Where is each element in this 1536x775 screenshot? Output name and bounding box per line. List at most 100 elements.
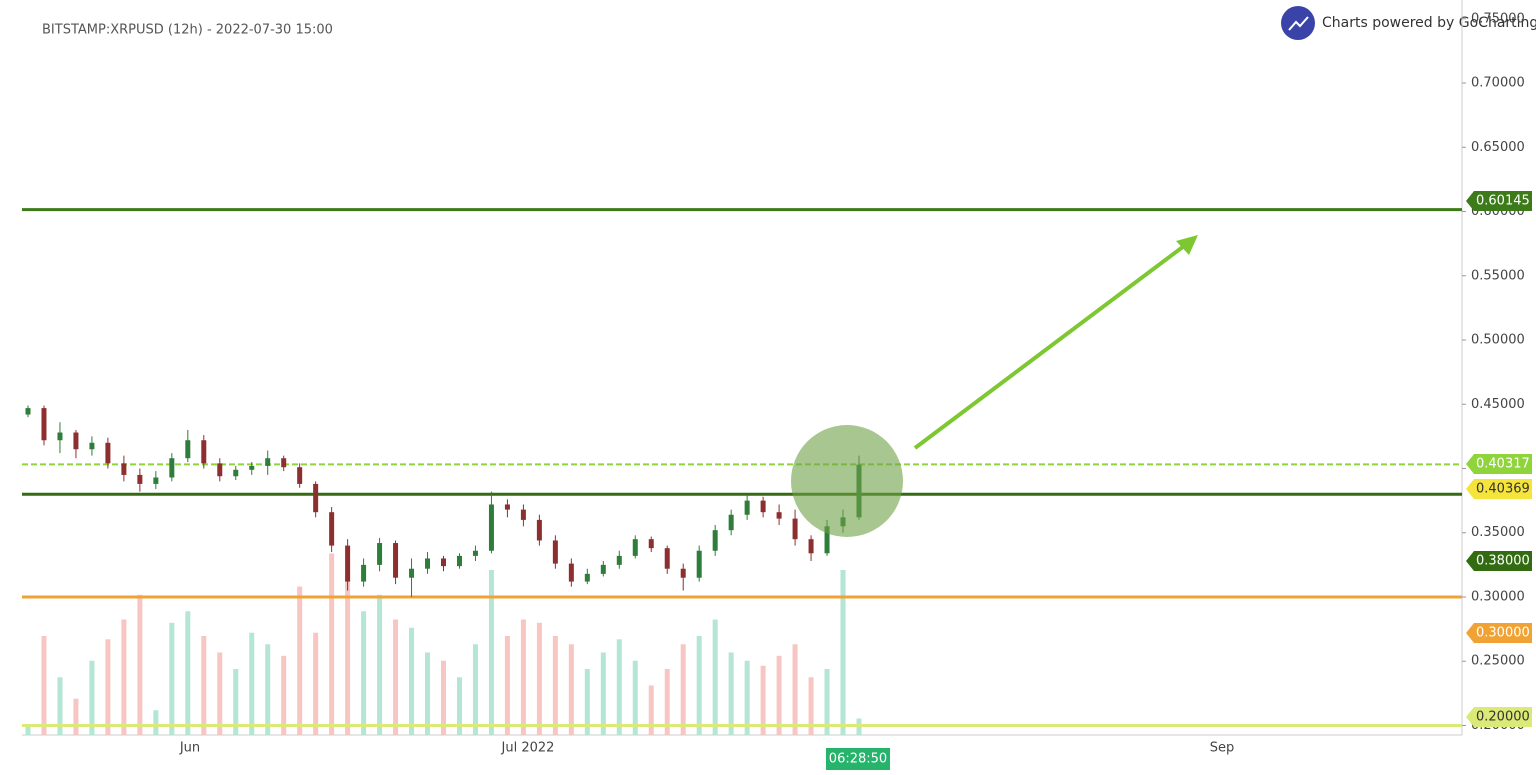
candle-body (153, 477, 159, 484)
volume-bar (73, 698, 79, 735)
volume-bar (664, 669, 670, 735)
volume-bar (185, 611, 191, 735)
volume-bar (840, 570, 846, 735)
candle-body (680, 568, 686, 578)
y-tick-label: 0.65000 (1471, 140, 1525, 155)
volume-bar (201, 636, 207, 735)
volume-bar (824, 669, 830, 735)
volume-bar (441, 660, 446, 735)
volume-bar (792, 644, 798, 735)
level-label-box (1466, 623, 1532, 643)
candle-body (25, 408, 31, 415)
volume-bar (760, 665, 766, 735)
candle-body (760, 500, 766, 513)
y-tick-label: 0.25000 (1471, 654, 1525, 669)
candle-body (425, 558, 431, 569)
candle-body (121, 463, 127, 475)
level-label-box (1466, 707, 1532, 727)
volume-bar (456, 677, 462, 735)
volume-bar (25, 725, 31, 735)
volume-bar (393, 619, 399, 735)
axis-layer: 0.200000.250000.300000.350000.400000.450… (179, 11, 1532, 756)
candle-body (584, 573, 590, 582)
level-label-box (1466, 551, 1532, 571)
volume-bar (776, 655, 782, 735)
candle-body (632, 539, 638, 556)
level-label-box (1466, 191, 1532, 211)
volume-bar (520, 619, 526, 735)
candle-body (265, 458, 271, 466)
candle-body (313, 483, 319, 513)
candle-body (552, 540, 558, 564)
candle-body (345, 545, 351, 582)
candle-body (600, 564, 606, 574)
volume-bar (536, 622, 542, 735)
candle-body (41, 408, 47, 441)
y-tick-label: 0.30000 (1471, 589, 1525, 604)
volume-bar (169, 622, 175, 735)
candle-body (441, 558, 446, 567)
candle-body (169, 458, 175, 478)
volume-bar (361, 611, 367, 735)
volume-bar (808, 677, 814, 735)
candle-body (137, 474, 143, 484)
y-tick-label: 0.70000 (1471, 76, 1525, 91)
volume-bar (744, 660, 750, 735)
brand-logo-icon (1288, 16, 1309, 31)
candle-body (456, 555, 462, 567)
volume-bar (425, 652, 431, 735)
volume-bar (137, 594, 143, 735)
level-label: 0.60145 (1476, 194, 1530, 209)
candle-body (201, 440, 207, 464)
candle-body (664, 548, 670, 569)
candle-body (89, 442, 95, 450)
candle-body (281, 458, 287, 468)
branding: Charts powered by GoCharting (1322, 15, 1536, 31)
volume-bar (281, 655, 287, 735)
volume-bar (488, 570, 494, 735)
volume-bar (600, 652, 606, 735)
level-label: 0.38000 (1476, 554, 1530, 569)
volume-bar (233, 669, 239, 735)
trend-arrow (913, 241, 1190, 450)
volume-bar (377, 594, 383, 735)
volume-bar (712, 619, 718, 735)
volume-bar (472, 644, 478, 735)
candle-body (329, 512, 335, 546)
candle-body (696, 550, 702, 578)
candle-body (73, 432, 79, 450)
candle-body (744, 500, 750, 515)
volume-bar (313, 632, 319, 735)
candle-body (409, 568, 415, 578)
y-tick-label: 0.35000 (1471, 525, 1525, 540)
volume-bar (648, 685, 654, 735)
candle-body (568, 563, 574, 582)
level-label: 0.20000 (1476, 710, 1530, 725)
x-tick-label: Sep (1210, 741, 1235, 756)
candle-body (472, 550, 478, 556)
level-label: 0.30000 (1476, 626, 1530, 641)
volume-bar (105, 639, 111, 735)
level-label: 0.40317 (1476, 457, 1530, 472)
volume-bar (329, 553, 335, 735)
volume-bar (41, 636, 47, 735)
trend-arrowhead (1176, 235, 1198, 255)
volume-bar (568, 644, 574, 735)
candle-body (105, 442, 111, 464)
volume-bar (345, 578, 351, 735)
x-tick-label: Jul 2022 (501, 741, 555, 756)
volume-bar (265, 644, 271, 735)
last-price-label: 0.40369 (1476, 482, 1530, 497)
volume-bar (584, 669, 590, 735)
volume-bar (504, 636, 510, 735)
candle-body (520, 509, 526, 520)
candle-body (217, 463, 223, 477)
candle-body (377, 543, 383, 565)
candle-body (824, 526, 830, 554)
y-tick-label: 0.45000 (1471, 397, 1525, 412)
candle-body (712, 530, 718, 551)
volume-bar (297, 586, 303, 735)
volume-bar (57, 677, 63, 735)
